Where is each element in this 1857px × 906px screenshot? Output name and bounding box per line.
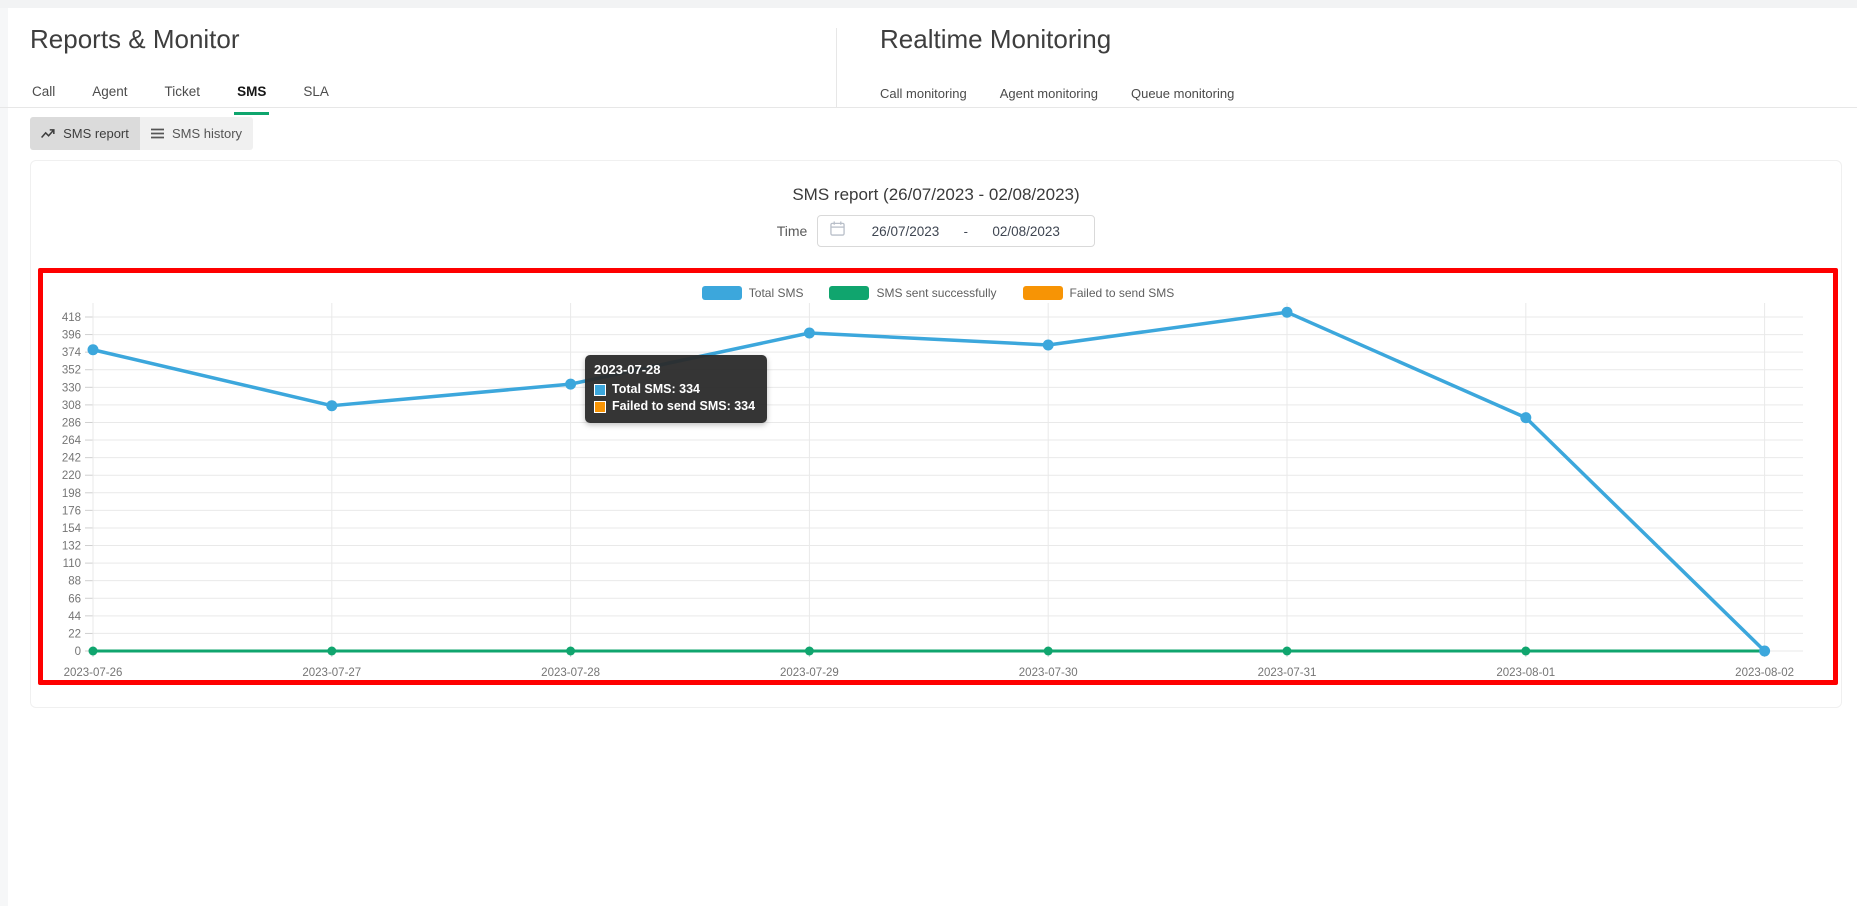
tab-sms[interactable]: SMS: [234, 84, 270, 116]
y-axis-label: 132: [62, 541, 81, 553]
trending-up-icon: [41, 128, 55, 140]
x-axis-label: 2023-07-29: [780, 667, 839, 679]
y-axis-label: 0: [75, 646, 81, 658]
data-point[interactable]: [1282, 646, 1292, 656]
chart-tooltip: 2023-07-28 Total SMS: 334 Failed to send …: [585, 355, 768, 423]
data-point[interactable]: [327, 646, 337, 656]
y-axis-label: 242: [62, 453, 81, 465]
y-axis-label: 220: [62, 470, 81, 482]
data-point[interactable]: [88, 646, 98, 656]
data-point[interactable]: [565, 378, 577, 390]
y-axis-label: 44: [68, 611, 81, 623]
data-point[interactable]: [1043, 646, 1053, 656]
sms-chart-area: Total SMS SMS sent successfully Failed to …: [43, 273, 1833, 680]
y-axis-label: 154: [62, 523, 82, 535]
tooltip-row: Failed to send SMS: 334: [594, 398, 755, 415]
legend-label: SMS sent successfully: [876, 286, 997, 300]
link-queue-monitoring[interactable]: Queue monitoring: [1130, 86, 1235, 101]
y-axis-label: 374: [62, 347, 82, 359]
date-from-value[interactable]: 26/07/2023: [871, 223, 940, 239]
series-line: [91, 310, 1767, 653]
data-point[interactable]: [326, 400, 338, 412]
link-call-monitoring[interactable]: Call monitoring: [880, 86, 967, 101]
date-range-separator: -: [963, 223, 968, 239]
sms-history-button[interactable]: SMS history: [140, 117, 253, 150]
tooltip-date: 2023-07-28: [594, 362, 661, 377]
calendar-icon: [830, 221, 846, 241]
time-filter-row: Time 26/07/2023 - 02/08/2023: [31, 215, 1841, 247]
tab-ticket[interactable]: Ticket: [164, 84, 201, 99]
y-axis-label: 264: [62, 435, 82, 447]
legend-item[interactable]: SMS sent successfully: [829, 286, 997, 300]
chart-title: SMS report (26/07/2023 - 02/08/2023): [792, 185, 1080, 204]
x-axis-label: 2023-08-02: [1735, 667, 1794, 679]
legend-swatch: [829, 286, 870, 300]
data-point[interactable]: [1281, 306, 1293, 318]
data-point[interactable]: [803, 327, 815, 339]
y-axis-label: 308: [62, 400, 81, 412]
y-axis-label: 110: [63, 558, 81, 570]
legend-item[interactable]: Failed to send SMS: [1022, 286, 1175, 300]
sms-view-switcher: SMS report SMS history: [30, 117, 253, 150]
reports-monitor-title: Reports & Monitor: [30, 24, 240, 54]
data-point[interactable]: [87, 344, 99, 356]
data-point[interactable]: [1042, 339, 1054, 351]
y-axis-label: 88: [68, 576, 81, 588]
monitoring-links: Call monitoring Agent monitoring Queue m…: [880, 86, 1234, 101]
tooltip-series-swatch: [594, 383, 606, 396]
tooltip-series-value: Failed to send SMS: 334: [612, 399, 756, 413]
realtime-monitoring-title: Realtime Monitoring: [880, 24, 1112, 54]
x-axis-label: 2023-07-30: [1019, 667, 1078, 679]
legend-item[interactable]: Total SMS: [701, 286, 804, 300]
y-axis-label: 352: [62, 365, 81, 377]
x-axis-label: 2023-07-26: [64, 667, 123, 679]
time-label: Time: [776, 223, 808, 239]
date-to-value[interactable]: 02/08/2023: [992, 223, 1060, 239]
x-axis-label: 2023-08-01: [1496, 667, 1555, 679]
tooltip-row: Total SMS: 334: [594, 381, 755, 398]
legend-label: Total SMS: [748, 286, 804, 300]
data-point[interactable]: [1759, 645, 1771, 657]
tab-call[interactable]: Call: [32, 84, 56, 99]
tab-sla[interactable]: SLA: [303, 84, 329, 99]
window-top-edge: [0, 0, 1857, 8]
tab-agent[interactable]: Agent: [92, 84, 128, 99]
x-axis-label: 2023-07-28: [541, 667, 600, 679]
x-axis-label: 2023-07-27: [302, 667, 361, 679]
y-axis-label: 396: [62, 330, 81, 342]
link-agent-monitoring[interactable]: Agent monitoring: [999, 86, 1098, 101]
header-bottom-divider: [0, 107, 1857, 108]
legend-swatch: [1022, 286, 1063, 300]
data-point[interactable]: [804, 646, 814, 656]
y-axis-label: 418: [62, 312, 81, 324]
legend-label: Failed to send SMS: [1069, 286, 1175, 300]
header-vertical-divider: [836, 28, 837, 108]
x-axis-label: 2023-07-31: [1258, 667, 1317, 679]
y-axis-label: 176: [62, 505, 81, 517]
window-left-edge: [0, 8, 8, 906]
sms-report-button[interactable]: SMS report: [30, 117, 140, 150]
y-axis-label: 286: [62, 417, 81, 429]
date-range-input[interactable]: 26/07/2023 - 02/08/2023: [817, 215, 1096, 247]
y-axis-label: 66: [68, 593, 81, 605]
tooltip-series-swatch: [594, 400, 606, 413]
sms-line-chart: 0 22 44 66 88 110 132 154 176 198 220 242 264 286 308 3…: [62, 303, 1803, 679]
tooltip-series-value: Total SMS: 334: [612, 382, 700, 396]
y-axis-label: 198: [62, 488, 81, 500]
legend-swatch: [701, 286, 742, 300]
y-axis-label: 330: [62, 382, 81, 394]
data-point[interactable]: [1521, 646, 1531, 656]
chart-legend: Total SMS SMS sent successfully Failed to …: [43, 286, 1833, 300]
y-axis-label: 22: [68, 628, 81, 640]
data-point[interactable]: [566, 646, 576, 656]
list-icon: [150, 128, 164, 139]
data-point[interactable]: [1520, 412, 1532, 424]
report-tabs: Call Agent Ticket SMS SLA: [32, 84, 329, 116]
